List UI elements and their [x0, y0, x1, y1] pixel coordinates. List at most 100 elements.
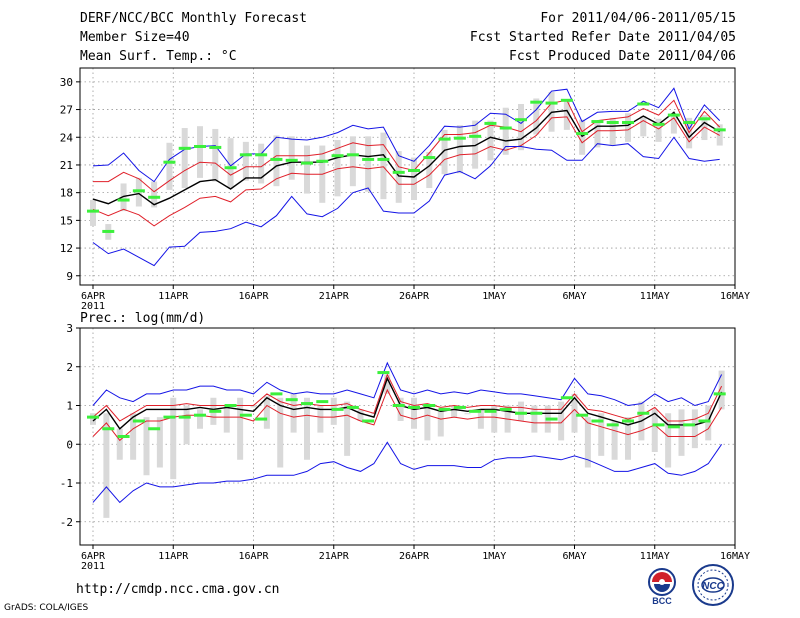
range-box [357, 409, 364, 421]
climatology-mark [453, 405, 466, 409]
range-box [531, 405, 538, 433]
range-box [584, 417, 591, 468]
precip-panel-title: Prec.: log(mm/d) [80, 311, 205, 326]
forecast-title: DERF/NCC/BCC Monthly Forecast [80, 11, 307, 26]
x-tick-label: 16MAY [720, 551, 750, 562]
range-box [665, 413, 672, 468]
range-box [290, 393, 297, 433]
x-tick-label: 6MAY [562, 291, 586, 302]
climatology-mark [560, 98, 573, 102]
range-box [691, 409, 698, 449]
climatology-mark [469, 134, 482, 138]
climatology-mark [545, 101, 558, 105]
temperature-panel: 6APR 11APR 16APR 21APR 26APR 1MAY 6MAY 11MAY 16M… [60, 67, 750, 312]
climatology-mark [331, 407, 344, 411]
x-tick-label: 16MAY [720, 291, 750, 302]
climatology-mark [606, 120, 619, 124]
climatology-mark [346, 405, 359, 409]
range-box [183, 405, 190, 445]
climatology-mark [331, 154, 344, 158]
climatology-mark [87, 209, 99, 213]
grads-credit: GrADS: COLA/IGES [4, 603, 89, 613]
climatology-mark [301, 161, 313, 165]
range-box [426, 152, 433, 189]
range-box [349, 136, 356, 187]
ncc-logo-text: NCC [702, 581, 724, 592]
climatology-mark [117, 198, 130, 202]
climatology-mark [545, 417, 558, 421]
climatology-mark [270, 157, 283, 161]
range-box [594, 120, 601, 148]
x-tick-label: 16APR [238, 551, 269, 562]
climatology-mark [148, 195, 161, 199]
climatology-mark [622, 419, 634, 423]
series-line-upper [92, 373, 723, 422]
x-tick-label: 26APR [399, 291, 430, 302]
climatology-mark [255, 153, 268, 157]
climatology-mark [117, 435, 130, 438]
precipitation-panel: 6APR 11APR 16APR 21APR 26APR 1MAY 6MAY 11MAY 16M… [60, 311, 750, 572]
climatology-mark [591, 419, 604, 423]
x-year-label: 2011 [81, 301, 105, 312]
range-box [579, 119, 586, 155]
x-tick-label: 26APR [399, 551, 430, 562]
x-tick-label: 11APR [158, 551, 189, 562]
range-box [472, 120, 479, 169]
climatology-mark [515, 118, 527, 122]
range-box [90, 413, 96, 425]
climatology-mark [453, 136, 466, 140]
climatology-mark [362, 157, 375, 161]
climatology-mark [408, 168, 420, 172]
climatology-mark [683, 120, 696, 124]
climatology-mark [530, 100, 543, 104]
climatology-mark [377, 371, 390, 375]
climatology-mark [316, 159, 329, 163]
climatology-mark [713, 128, 726, 132]
y-tick-label: 0 [66, 438, 73, 451]
y-tick-label: 27 [60, 104, 73, 117]
plot-frame [79, 67, 736, 286]
variable-label: Mean Surf. Temp.: °C [80, 49, 237, 64]
climatology-mark [499, 407, 512, 411]
y-tick-label: -2 [60, 516, 73, 529]
series-line-lower [92, 116, 720, 227]
x-tick-label: 1MAY [482, 291, 506, 302]
x-tick-label: 21APR [319, 551, 350, 562]
climatology-mark [560, 396, 573, 400]
range-box [227, 138, 234, 189]
y-tick-label: 30 [60, 76, 73, 89]
series-line-min [92, 441, 723, 504]
range-box [411, 397, 417, 429]
x-tick-label: 16APR [238, 291, 269, 302]
range-box [611, 421, 618, 460]
range-box [380, 132, 387, 200]
climatology-mark [499, 126, 512, 130]
climatology-mark [530, 411, 543, 415]
range-box [477, 409, 484, 429]
y-tick-label: 24 [60, 131, 74, 144]
climatology-mark [209, 409, 222, 413]
fcst-produced-date: Fcst Produced Date 2011/04/06 [509, 49, 736, 64]
range-box [116, 428, 123, 460]
climatology-mark [392, 404, 405, 407]
range-box [563, 100, 570, 130]
range-box [130, 413, 137, 460]
range-box [103, 413, 110, 518]
climatology-mark [102, 229, 115, 233]
climatology-mark [163, 160, 176, 164]
climatology-mark [622, 120, 634, 124]
range-box [258, 143, 265, 184]
series-line-max [92, 361, 723, 407]
range-box [397, 397, 404, 421]
x-tick-label: 21APR [319, 291, 350, 302]
range-box [502, 107, 509, 155]
source-url[interactable]: http://cmdp.ncc.cma.gov.cn [76, 582, 280, 597]
range-box [344, 401, 351, 456]
y-tick-label: 3 [66, 322, 73, 335]
range-box [518, 401, 524, 421]
climatology-mark [178, 146, 191, 150]
climatology-mark [285, 158, 298, 162]
y-tick-label: 15 [60, 214, 73, 227]
range-box [330, 397, 337, 425]
range-box [464, 413, 471, 415]
